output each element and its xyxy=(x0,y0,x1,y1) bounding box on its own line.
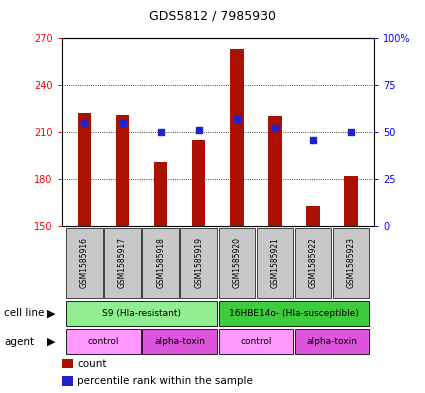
Bar xyxy=(218,301,369,326)
Bar xyxy=(104,228,141,298)
Text: GSM1585923: GSM1585923 xyxy=(347,237,356,288)
Bar xyxy=(116,115,129,226)
Text: ▶: ▶ xyxy=(47,308,55,318)
Bar xyxy=(218,329,293,354)
Bar xyxy=(142,228,179,298)
Bar xyxy=(66,329,141,354)
Point xyxy=(157,129,164,135)
Text: GDS5812 / 7985930: GDS5812 / 7985930 xyxy=(149,10,276,23)
Bar xyxy=(62,359,73,368)
Bar xyxy=(230,49,244,226)
Text: cell line: cell line xyxy=(4,308,45,318)
Bar xyxy=(295,228,332,298)
Text: alpha-toxin: alpha-toxin xyxy=(306,337,357,346)
Bar xyxy=(78,113,91,226)
Text: percentile rank within the sample: percentile rank within the sample xyxy=(77,376,253,386)
Point xyxy=(348,129,354,135)
Text: control: control xyxy=(240,337,272,346)
Bar xyxy=(192,140,205,226)
Text: GSM1585917: GSM1585917 xyxy=(118,237,127,288)
Bar xyxy=(268,116,282,226)
Bar xyxy=(257,228,293,298)
Text: 16HBE14o- (Hla-susceptible): 16HBE14o- (Hla-susceptible) xyxy=(229,309,359,318)
Bar xyxy=(154,162,167,226)
Bar xyxy=(345,176,358,226)
Bar xyxy=(66,301,217,326)
Bar xyxy=(218,228,255,298)
Point xyxy=(119,119,126,126)
Bar xyxy=(181,228,217,298)
Text: S9 (Hla-resistant): S9 (Hla-resistant) xyxy=(102,309,181,318)
Bar xyxy=(306,206,320,226)
Point xyxy=(196,127,202,133)
Text: GSM1585921: GSM1585921 xyxy=(270,237,280,288)
Point xyxy=(81,119,88,126)
Text: GSM1585918: GSM1585918 xyxy=(156,237,165,288)
Bar xyxy=(295,329,369,354)
Text: ▶: ▶ xyxy=(47,336,55,347)
Text: GSM1585919: GSM1585919 xyxy=(194,237,203,288)
Text: GSM1585920: GSM1585920 xyxy=(232,237,241,288)
Bar xyxy=(333,228,369,298)
Text: agent: agent xyxy=(4,336,34,347)
Text: control: control xyxy=(88,337,119,346)
Point xyxy=(233,116,240,122)
Text: count: count xyxy=(77,359,107,369)
Text: GSM1585916: GSM1585916 xyxy=(80,237,89,288)
Point xyxy=(310,136,317,143)
Text: alpha-toxin: alpha-toxin xyxy=(154,337,205,346)
Text: GSM1585922: GSM1585922 xyxy=(309,237,317,288)
Point xyxy=(272,125,278,131)
Bar xyxy=(66,228,103,298)
Bar xyxy=(62,376,73,386)
Bar xyxy=(142,329,217,354)
